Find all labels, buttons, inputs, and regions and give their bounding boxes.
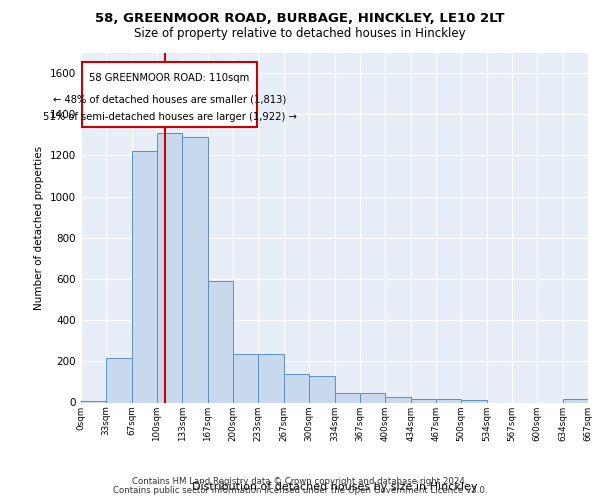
Text: 51% of semi-detached houses are larger (1,922) →: 51% of semi-detached houses are larger (… <box>43 112 296 122</box>
Bar <box>461 400 487 402</box>
Text: Contains public sector information licensed under the Open Government Licence v3: Contains public sector information licen… <box>113 486 487 495</box>
Text: Contains HM Land Registry data © Crown copyright and database right 2024.: Contains HM Land Registry data © Crown c… <box>132 477 468 486</box>
Bar <box>157 133 182 402</box>
Bar <box>563 400 588 402</box>
Bar <box>284 374 309 402</box>
Bar <box>106 358 132 403</box>
Text: 58, GREENMOOR ROAD, BURBAGE, HINCKLEY, LE10 2LT: 58, GREENMOOR ROAD, BURBAGE, HINCKLEY, L… <box>95 12 505 26</box>
Text: 58 GREENMOOR ROAD: 110sqm: 58 GREENMOOR ROAD: 110sqm <box>89 74 250 84</box>
Bar <box>335 393 360 402</box>
Bar <box>309 376 335 402</box>
Bar <box>360 393 385 402</box>
Bar <box>208 281 233 402</box>
X-axis label: Distribution of detached houses by size in Hinckley: Distribution of detached houses by size … <box>192 482 477 492</box>
Y-axis label: Number of detached properties: Number of detached properties <box>34 146 44 310</box>
Bar <box>233 354 258 403</box>
Bar <box>411 399 436 402</box>
Bar <box>132 152 157 402</box>
Bar <box>182 137 208 402</box>
Text: Size of property relative to detached houses in Hinckley: Size of property relative to detached ho… <box>134 28 466 40</box>
FancyBboxPatch shape <box>82 62 257 126</box>
Bar <box>436 399 461 402</box>
Bar <box>385 398 411 402</box>
Text: ← 48% of detached houses are smaller (1,813): ← 48% of detached houses are smaller (1,… <box>53 94 286 104</box>
Bar <box>258 354 284 403</box>
